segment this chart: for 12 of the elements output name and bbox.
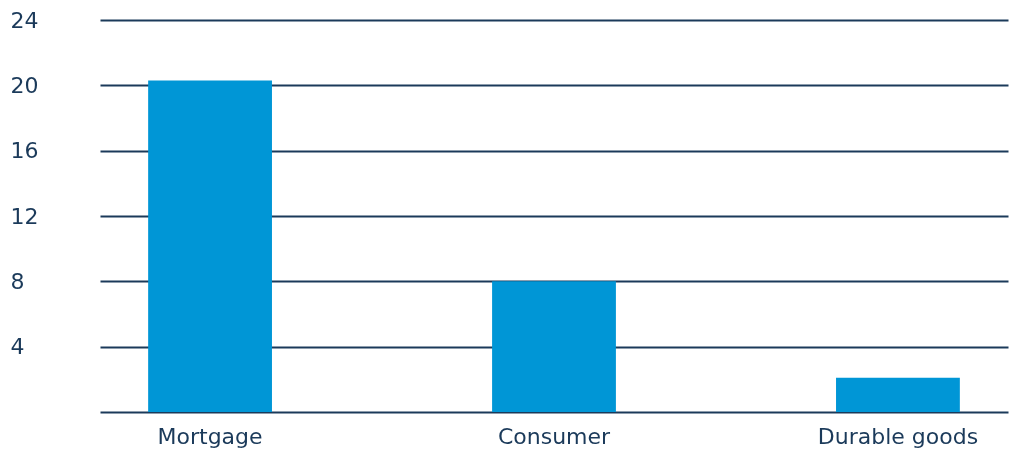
x-tick-label: Durable goods: [817, 423, 979, 449]
y-tick-label: 12: [10, 203, 39, 229]
y-tick-label: 20: [10, 72, 39, 98]
bar: [836, 377, 960, 412]
y-tick-label: 16: [10, 138, 39, 164]
y-tick-label: 4: [10, 334, 25, 360]
x-tick-label: Consumer: [497, 423, 612, 449]
bar: [148, 80, 272, 412]
y-tick-label: 24: [10, 7, 39, 33]
x-tick-label: Mortgage: [157, 423, 263, 449]
y-tick-label: 8: [10, 268, 25, 294]
bar: [492, 281, 616, 412]
